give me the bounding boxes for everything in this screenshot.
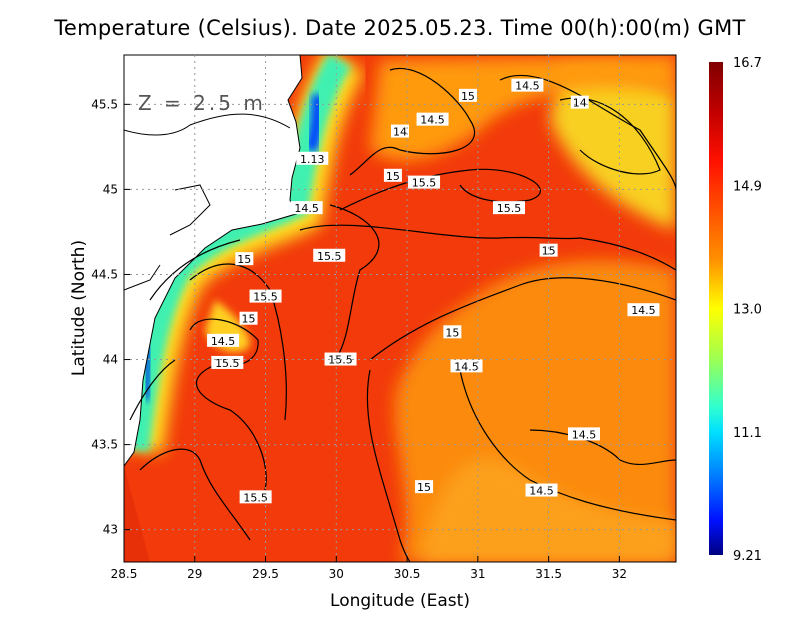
contour-label: 15.5 bbox=[253, 291, 278, 304]
contour-label-bg bbox=[391, 124, 409, 138]
y-tick-label: 44.5 bbox=[91, 267, 118, 281]
y-tick-label: 43 bbox=[103, 523, 118, 537]
contour-label: 15 bbox=[237, 253, 251, 266]
contour-label: 14 bbox=[573, 97, 587, 110]
contour-label-bg bbox=[627, 303, 660, 317]
plot-frame bbox=[123, 54, 677, 563]
x-tick-label: 28.5 bbox=[111, 567, 138, 581]
contour-label: 15 bbox=[386, 170, 400, 183]
contour-label: 15 bbox=[445, 326, 459, 339]
colorbar-tick-label: 16.7 bbox=[733, 56, 762, 71]
x-tick-label: 32 bbox=[612, 567, 627, 581]
contour-label-bg bbox=[211, 355, 244, 369]
x-tick-label: 30.5 bbox=[394, 567, 421, 581]
contour-label: 14.5 bbox=[529, 485, 554, 498]
colorbar-tick-label: 13.0 bbox=[733, 303, 762, 318]
contour-label-bg bbox=[539, 243, 558, 257]
contour-labels: 15 14.5 14 14.5 14 1.13 15 15.5 15.5 14.5 15 15 15.5… bbox=[207, 78, 660, 504]
depth-label: Z = 2.5 m bbox=[138, 91, 266, 115]
contour-label-bg bbox=[290, 201, 323, 215]
contour-label-bg bbox=[313, 248, 346, 262]
contour-label: 14.5 bbox=[454, 360, 479, 373]
y-axis: 43 43.5 44 44.5 45 45.5 bbox=[91, 97, 130, 537]
x-tick-label: 29 bbox=[187, 567, 202, 581]
y-tick-label: 45 bbox=[103, 182, 118, 196]
contour-label: 15.5 bbox=[215, 357, 240, 370]
contour-label: 14.5 bbox=[572, 428, 597, 441]
y-tick-label: 45.5 bbox=[91, 97, 118, 111]
grid-lines bbox=[124, 55, 676, 562]
contour-label-bg bbox=[458, 88, 477, 102]
contour-label-bg bbox=[416, 112, 449, 126]
contour-label: 1.13 bbox=[300, 153, 325, 166]
contour-label-bg bbox=[239, 311, 258, 325]
x-axis: 28.5 29 29.5 30 30.5 31 31.5 32 bbox=[111, 556, 627, 581]
land-mask bbox=[124, 55, 303, 467]
contour-label: 15 bbox=[242, 313, 256, 326]
contour-label-bg bbox=[443, 325, 462, 339]
contour-label-bg bbox=[450, 359, 483, 373]
contour-label: 14.5 bbox=[420, 114, 445, 127]
contour-label-bg bbox=[296, 151, 329, 165]
y-tick-label: 43.5 bbox=[91, 438, 118, 452]
colorbar bbox=[709, 62, 723, 555]
contour-label: 15.5 bbox=[412, 177, 437, 190]
contour-label-bg bbox=[492, 201, 525, 215]
x-tick-label: 31 bbox=[470, 567, 485, 581]
colorbar-tick-label: 9.21 bbox=[733, 549, 762, 564]
y-axis-label: Latitude (North) bbox=[69, 240, 89, 376]
contour-label-bg bbox=[568, 427, 600, 441]
contour-label-bg bbox=[383, 168, 402, 182]
temperature-field: 15 14.5 14 14.5 14 1.13 15 15.5 15.5 14.5 15 15 15.5… bbox=[124, 55, 676, 562]
contour-label: 14 bbox=[393, 126, 407, 139]
y-tick-label: 44 bbox=[103, 353, 118, 367]
x-tick-label: 30 bbox=[329, 567, 344, 581]
colorbar-tick-label: 14.9 bbox=[733, 179, 762, 194]
contour-label: 14.5 bbox=[515, 80, 540, 93]
contour-label: 14.5 bbox=[631, 304, 656, 317]
contour-label: 15.5 bbox=[317, 250, 342, 263]
contour-lines bbox=[129, 67, 676, 562]
chart-title: Temperature (Celsius). Date 2025.05.23. … bbox=[54, 16, 746, 40]
contour-label-bg bbox=[511, 78, 544, 92]
x-tick-label: 29.5 bbox=[252, 567, 279, 581]
contour-label-bg bbox=[525, 483, 558, 497]
colorbar-ticks: 16.7 14.9 13.0 11.1 9.21 bbox=[733, 56, 762, 564]
contour-label: 15 bbox=[461, 90, 475, 103]
contour-label: 14.5 bbox=[294, 202, 319, 215]
x-tick-label: 31.5 bbox=[535, 567, 562, 581]
contour-label-bg bbox=[415, 480, 434, 494]
contour-label: 14.5 bbox=[211, 335, 236, 348]
contour-label-bg bbox=[570, 95, 589, 109]
x-axis-label: Longitude (East) bbox=[330, 591, 470, 611]
contour-label-bg bbox=[408, 175, 441, 189]
contour-label: 15.5 bbox=[497, 202, 522, 215]
contour-label-bg bbox=[239, 490, 272, 504]
contour-label-bg bbox=[235, 252, 254, 266]
contour-label: 15.5 bbox=[243, 491, 268, 504]
colorbar-tick-label: 11.1 bbox=[733, 426, 762, 441]
contour-label-bg bbox=[207, 333, 240, 347]
contour-label: 15 bbox=[417, 481, 431, 494]
contour-label: 15 bbox=[542, 245, 556, 258]
